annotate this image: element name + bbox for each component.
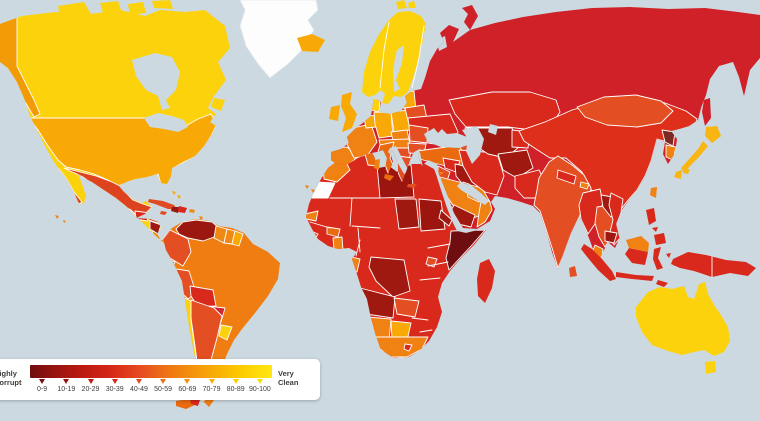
region-bhutan[interactable] <box>579 181 590 190</box>
range-label: 60-69 <box>178 386 197 393</box>
tick-icon <box>208 379 215 384</box>
region-eritrea[interactable] <box>438 209 453 227</box>
region-oman[interactable] <box>476 195 493 228</box>
tick-icon <box>39 379 46 384</box>
black-sea <box>424 128 471 148</box>
legend-gradient-bar <box>30 365 272 378</box>
region-taiwan[interactable] <box>650 187 657 198</box>
region-cuba[interactable] <box>148 199 177 209</box>
tick-icon <box>87 379 94 384</box>
region-jamaica[interactable] <box>160 211 167 215</box>
tick-icon <box>63 379 70 384</box>
range-label: 80-89 <box>226 386 245 393</box>
region-indonesia[interactable] <box>581 244 677 287</box>
region-myanmar[interactable] <box>578 188 604 235</box>
region-madagascar[interactable] <box>477 259 495 303</box>
scandinavia-borders <box>379 21 425 89</box>
aral-sea <box>488 124 498 135</box>
legend-range-labels: 0-9 10-19 20-29 30-39 40-49 50-59 60-69 … <box>30 386 272 393</box>
region-french-guiana[interactable] <box>231 230 244 247</box>
region-sudan[interactable] <box>418 198 446 232</box>
tick-icon <box>135 379 142 384</box>
region-somalia[interactable] <box>445 229 486 271</box>
tick-icon <box>232 379 239 384</box>
region-iran[interactable] <box>458 149 505 196</box>
range-label: 50-59 <box>154 386 173 393</box>
region-cambodia[interactable] <box>604 230 618 244</box>
region-crete[interactable] <box>407 184 417 188</box>
great-lakes <box>144 113 188 132</box>
legend: Highly Corrupt 0-9 10-19 20-29 30-39 40-… <box>0 359 320 400</box>
range-label: 30-39 <box>105 386 124 393</box>
region-puerto-rico[interactable] <box>189 209 195 213</box>
tick-icon <box>184 379 191 384</box>
region-canada-arctic-islands[interactable] <box>58 0 225 111</box>
gulf-of-bothnia <box>393 45 404 92</box>
range-label: 20-29 <box>81 386 100 393</box>
region-scandinavia[interactable] <box>362 11 426 104</box>
range-label: 90-100 <box>249 386 271 393</box>
region-ireland[interactable] <box>329 105 340 121</box>
region-dominican-republic[interactable] <box>178 206 187 213</box>
region-zambia[interactable] <box>393 297 420 318</box>
region-sardinia[interactable] <box>374 159 380 170</box>
region-tierra-del-fuego-east[interactable] <box>190 399 200 406</box>
caspian-sea <box>462 126 484 164</box>
region-new-guinea[interactable] <box>671 252 756 277</box>
tick-icon <box>256 379 263 384</box>
region-greenland[interactable] <box>239 0 319 79</box>
region-lesotho[interactable] <box>403 343 413 352</box>
range-label: 10-19 <box>57 386 76 393</box>
range-label: 0-9 <box>37 386 48 393</box>
tick-icon <box>111 379 118 384</box>
region-nepal[interactable] <box>556 169 577 185</box>
legend-right-label: Very Clean <box>278 369 299 387</box>
persian-gulf <box>457 182 489 205</box>
region-haiti[interactable] <box>171 207 179 213</box>
region-novaya-zemlya[interactable] <box>462 5 478 30</box>
region-afghanistan[interactable] <box>497 149 534 179</box>
region-mongolia[interactable] <box>576 94 674 128</box>
region-sri-lanka[interactable] <box>569 266 577 277</box>
region-uk[interactable] <box>341 92 357 132</box>
legend-scale: 0-9 10-19 20-29 30-39 40-49 50-59 60-69 … <box>30 365 272 393</box>
region-sicily[interactable] <box>384 174 394 181</box>
region-chad[interactable] <box>394 198 420 230</box>
region-romania[interactable] <box>408 124 429 144</box>
region-australia[interactable] <box>636 282 730 356</box>
region-tasmania[interactable] <box>705 361 716 374</box>
region-philippines[interactable] <box>646 208 666 245</box>
region-senegal[interactable] <box>305 210 319 222</box>
africa-borders <box>309 197 451 333</box>
range-label: 70-79 <box>202 386 221 393</box>
region-svalbard[interactable] <box>396 0 416 9</box>
region-cyprus[interactable] <box>438 172 444 175</box>
tick-icon <box>160 379 167 384</box>
hudson-bay <box>132 53 180 110</box>
region-malaysia-borneo[interactable] <box>626 236 649 252</box>
region-hawaii[interactable] <box>55 215 66 223</box>
region-canary-islands[interactable] <box>305 185 315 193</box>
region-sakhalin[interactable] <box>702 98 711 126</box>
region-iceland[interactable] <box>297 34 325 52</box>
region-japan[interactable] <box>674 126 721 179</box>
range-label: 40-49 <box>129 386 148 393</box>
region-bahamas[interactable] <box>172 191 181 199</box>
legend-left-label: Highly Corrupt <box>0 369 22 387</box>
region-uruguay[interactable] <box>218 324 233 341</box>
legend-ticks <box>30 379 272 385</box>
